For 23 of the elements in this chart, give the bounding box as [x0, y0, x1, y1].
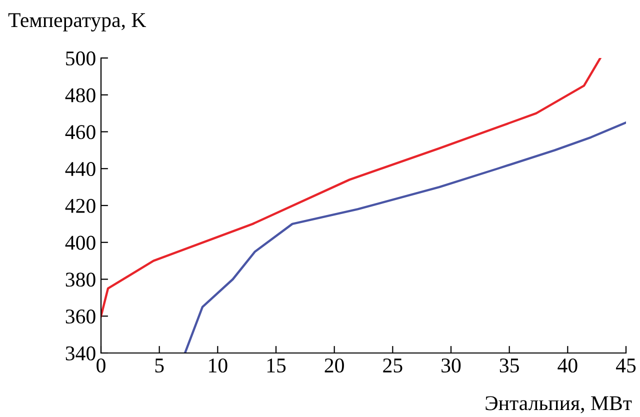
y-tick-label: 340	[66, 346, 96, 360]
y-tick-label: 380	[66, 272, 96, 287]
x-tick-label: 10	[209, 358, 228, 373]
x-tick-label: 45	[616, 358, 636, 373]
x-tick-label: 0	[96, 358, 106, 373]
y-axis-title: Температура, K	[8, 13, 146, 32]
x-tick-label: 20	[324, 358, 344, 373]
y-tick-label: 420	[65, 198, 96, 213]
x-tick-label: 5	[155, 358, 164, 373]
x-tick-label: 30	[442, 358, 461, 373]
x-tick-label: 25	[383, 358, 402, 373]
x-tick-label: 35	[500, 358, 519, 373]
y-tick-label: 480	[65, 88, 96, 102]
line-series	[184, 121, 626, 353]
y-tick-label: 500	[66, 51, 96, 66]
y-tick-label: 360	[66, 310, 96, 324]
x-tick-label: 40	[558, 358, 578, 373]
x-axis-title: Энтальпия, МВт	[486, 396, 632, 414]
y-tick-label: 400	[65, 236, 96, 250]
line-series	[101, 58, 602, 318]
y-tick-label: 440	[65, 162, 96, 176]
y-tick-label: 460	[65, 125, 96, 140]
x-tick-label: 15	[267, 358, 286, 373]
